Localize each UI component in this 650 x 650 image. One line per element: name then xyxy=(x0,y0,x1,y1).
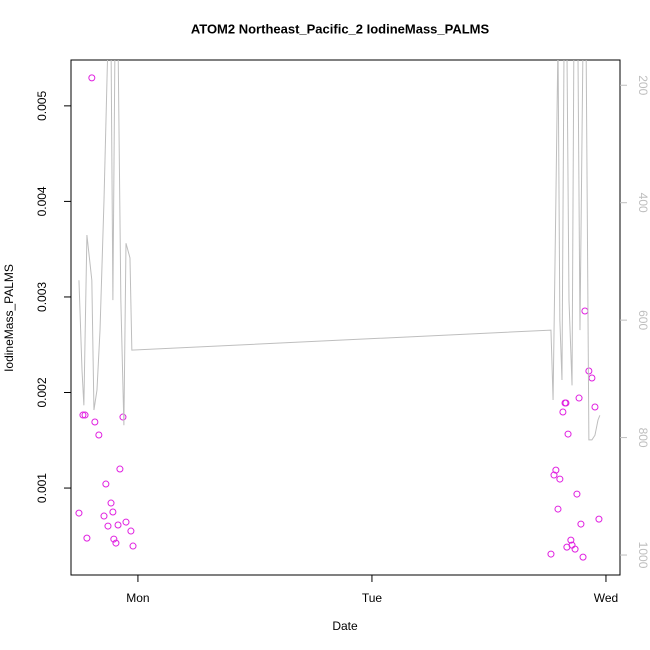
y2-tick-label: 200 xyxy=(636,75,650,95)
point xyxy=(102,480,110,488)
point xyxy=(107,499,115,507)
y2-tick-label: 600 xyxy=(636,310,650,330)
point xyxy=(575,394,583,402)
point xyxy=(573,490,581,498)
point xyxy=(579,553,587,561)
point xyxy=(95,431,103,439)
point xyxy=(591,403,599,411)
y-tick-label: 0.005 xyxy=(35,91,49,121)
point xyxy=(577,520,585,528)
y-tick-label: 0.002 xyxy=(35,377,49,407)
point xyxy=(556,475,564,483)
point xyxy=(110,535,118,543)
point xyxy=(83,534,91,542)
x-tick-label: Mon xyxy=(126,591,149,605)
point xyxy=(554,505,562,513)
point xyxy=(547,550,555,558)
pressure-line xyxy=(78,60,601,441)
point xyxy=(562,399,570,407)
point xyxy=(127,527,135,535)
y2-tick-label: 800 xyxy=(636,428,650,448)
point xyxy=(119,413,127,421)
y-tick-label: 0.004 xyxy=(35,186,49,216)
point xyxy=(81,411,89,419)
chart-title: ATOM2 Northeast_Pacific_2 IodineMass_PAL… xyxy=(191,21,490,36)
y-tick-label: 0.003 xyxy=(35,282,49,312)
plot-frame xyxy=(70,59,621,576)
point xyxy=(564,430,572,438)
x-tick-label: Wed xyxy=(594,591,618,605)
point xyxy=(114,521,122,529)
point xyxy=(571,545,579,553)
x-axis-label: Date xyxy=(332,619,358,633)
point xyxy=(75,509,83,517)
point xyxy=(129,542,137,550)
point xyxy=(552,466,560,474)
point xyxy=(79,411,87,419)
point xyxy=(109,508,117,516)
y2-tick-label: 1000 xyxy=(636,542,650,569)
y2-tick-label: 400 xyxy=(636,193,650,213)
point xyxy=(567,536,575,544)
y-axis-label: IodineMass_PALMS xyxy=(2,264,16,372)
x-tick-label: Tue xyxy=(362,591,383,605)
point xyxy=(588,374,596,382)
y-tick-label: 0.001 xyxy=(35,473,49,503)
point xyxy=(116,465,124,473)
point xyxy=(559,408,567,416)
point xyxy=(88,74,96,82)
point xyxy=(104,522,112,530)
point xyxy=(595,515,603,523)
point xyxy=(112,539,120,547)
point xyxy=(91,418,99,426)
point xyxy=(122,518,130,526)
point xyxy=(100,512,108,520)
point xyxy=(581,307,589,315)
